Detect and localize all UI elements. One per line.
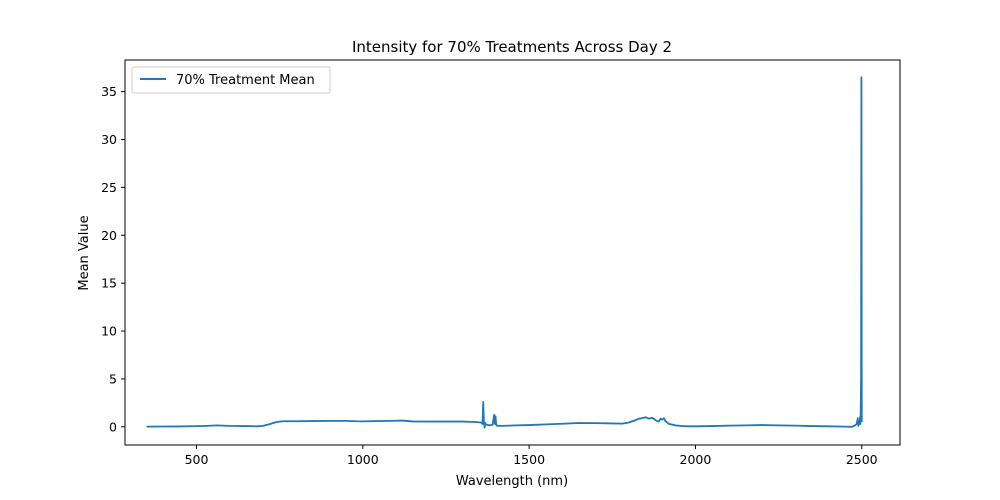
x-tick-label: 2500: [846, 452, 878, 467]
y-tick-label: 25: [101, 180, 117, 195]
y-tick-label: 5: [109, 371, 117, 386]
plot-area: [146, 76, 863, 429]
x-tick-label: 500: [185, 452, 209, 467]
y-tick-label: 30: [101, 132, 117, 147]
legend-box: [131, 66, 331, 94]
chart-title: Intensity for 70% Treatments Across Day …: [352, 38, 672, 56]
y-tick-label: 0: [109, 419, 117, 434]
y-tick-label: 10: [101, 324, 117, 339]
series-line-0: [146, 76, 863, 429]
x-tick-label: 2000: [680, 452, 712, 467]
legend: 70% Treatment Mean: [131, 66, 331, 94]
legend-label: 70% Treatment Mean: [176, 73, 315, 88]
x-tick-label: 1000: [347, 452, 379, 467]
y-tick-label: 15: [101, 276, 117, 291]
x-axis-label: Wavelength (nm): [456, 474, 568, 489]
y-tick-label: 20: [101, 228, 117, 243]
x-axis: 500 1000 1500 2000 2500: [185, 445, 878, 467]
y-tick-label: 35: [101, 84, 117, 99]
plot-frame: [124, 59, 901, 446]
y-axis-label: Mean Value: [77, 215, 92, 290]
x-tick-label: 1500: [513, 452, 545, 467]
y-axis: 0 5 10 15 20 25 30 35: [101, 84, 125, 434]
